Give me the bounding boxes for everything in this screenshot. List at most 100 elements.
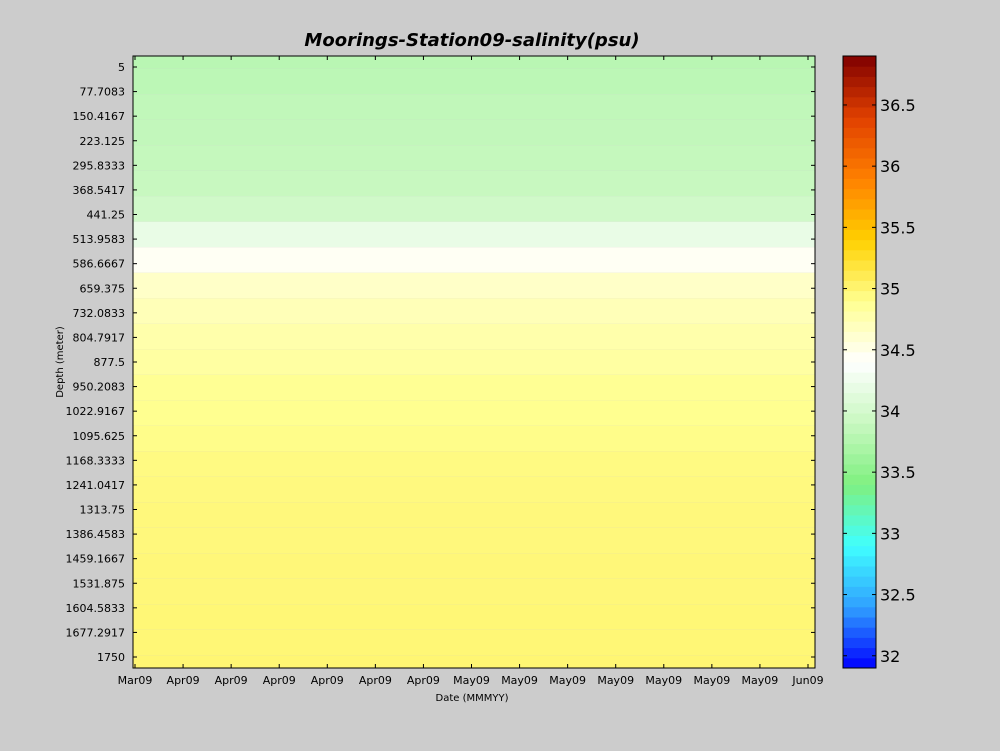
colorbar-step bbox=[843, 382, 876, 394]
colorbar-step bbox=[843, 474, 876, 485]
x-tick-label: May09 bbox=[453, 674, 490, 687]
colorbar-step bbox=[843, 606, 876, 618]
heatmap-row bbox=[133, 196, 815, 222]
colorbar-step bbox=[843, 341, 876, 353]
colorbar-step bbox=[843, 576, 876, 587]
x-tick-label: Apr09 bbox=[311, 674, 344, 687]
colorbar-step bbox=[843, 433, 876, 445]
y-tick-label: 586.6667 bbox=[73, 258, 126, 271]
colorbar-step bbox=[843, 66, 876, 77]
colorbar-step bbox=[843, 392, 876, 404]
colorbar-step bbox=[843, 453, 876, 465]
colorbar-step bbox=[843, 413, 876, 424]
x-tick-label: Apr09 bbox=[407, 674, 440, 687]
colorbar-step bbox=[843, 86, 876, 98]
colorbar-tick-label: 33.5 bbox=[880, 463, 916, 482]
heatmap-row bbox=[133, 68, 815, 95]
y-tick-label: 441.25 bbox=[87, 209, 126, 222]
heatmap-row bbox=[133, 94, 815, 120]
x-tick-label: May09 bbox=[645, 674, 682, 687]
x-tick-label: Mar09 bbox=[118, 674, 153, 687]
heatmap-row bbox=[133, 56, 815, 69]
heatmap-row bbox=[133, 527, 815, 554]
y-tick-label: 659.375 bbox=[80, 282, 126, 295]
colorbar-step bbox=[843, 494, 876, 506]
colorbar-step bbox=[843, 188, 876, 200]
colorbar-step bbox=[843, 117, 876, 128]
chart-title: Moorings-Station09-salinity(psu) bbox=[304, 30, 639, 51]
colorbar-step bbox=[843, 402, 876, 414]
heatmap-row bbox=[133, 349, 815, 375]
colorbar-step bbox=[843, 545, 876, 557]
y-tick-label: 1604.5833 bbox=[66, 602, 126, 615]
colorbar-tick-label: 35.5 bbox=[880, 218, 916, 237]
heatmap-row bbox=[133, 400, 815, 426]
colorbar-step bbox=[843, 311, 876, 322]
colorbar-step bbox=[843, 96, 876, 108]
y-tick-label: 1531.875 bbox=[73, 577, 126, 590]
colorbar-step bbox=[843, 249, 876, 261]
y-tick-label: 150.4167 bbox=[73, 110, 126, 123]
colorbar-step bbox=[843, 300, 876, 312]
heatmap-row bbox=[133, 374, 815, 401]
heatmap-row bbox=[133, 655, 815, 668]
colorbar-step bbox=[843, 127, 876, 139]
colorbar-tick-label: 36.5 bbox=[880, 96, 916, 115]
heatmap-row bbox=[133, 145, 815, 171]
heatmap-row bbox=[133, 425, 815, 452]
heatmap-row bbox=[133, 553, 815, 579]
y-axis-label: Depth (meter) bbox=[55, 326, 66, 398]
colorbar-tick-label: 34.5 bbox=[880, 341, 916, 360]
colorbar-step bbox=[843, 331, 876, 343]
colorbar-step bbox=[843, 290, 876, 302]
heatmap-row bbox=[133, 119, 815, 146]
colorbar-tick-label: 32.5 bbox=[880, 586, 916, 605]
colorbar-step bbox=[843, 627, 876, 638]
y-tick-label: 1168.3333 bbox=[66, 454, 126, 467]
heatmap-row bbox=[133, 578, 815, 605]
colorbar-step bbox=[843, 443, 876, 455]
colorbar-step bbox=[843, 239, 876, 251]
colorbar-tick-label: 36 bbox=[880, 157, 900, 176]
colorbar-step bbox=[843, 280, 876, 292]
colorbar-step bbox=[843, 504, 876, 516]
colorbar-tick-label: 33 bbox=[880, 524, 900, 543]
y-tick-label: 513.9583 bbox=[73, 233, 126, 246]
x-tick-label: May09 bbox=[693, 674, 730, 687]
x-tick-label: May09 bbox=[597, 674, 634, 687]
colorbar-step bbox=[843, 260, 876, 271]
x-tick-label: Apr09 bbox=[359, 674, 392, 687]
x-tick-label: May09 bbox=[501, 674, 538, 687]
colorbar-step bbox=[843, 657, 876, 669]
colorbar-step bbox=[843, 168, 876, 179]
colorbar-frame bbox=[842, 55, 877, 669]
heatmap-row bbox=[133, 298, 815, 324]
colorbar-ticks: 32 32.5 33 33.5 34 34.5 35 35.5 36 36.5 bbox=[843, 96, 916, 666]
colorbar-step bbox=[843, 484, 876, 496]
heatmap-row bbox=[133, 272, 815, 299]
colorbar-tick-label: 34 bbox=[880, 402, 900, 421]
heatmap-row bbox=[133, 221, 815, 248]
colorbar-step bbox=[843, 107, 876, 118]
colorbar bbox=[843, 56, 876, 669]
colorbar-tick-label: 32 bbox=[880, 647, 900, 666]
x-tick-label: Jun09 bbox=[791, 674, 823, 687]
y-tick-label: 77.7083 bbox=[80, 86, 126, 99]
x-tick-label: May09 bbox=[549, 674, 586, 687]
colorbar-step bbox=[843, 555, 876, 567]
y-tick-label: 732.0833 bbox=[73, 307, 126, 320]
heatmap-row bbox=[133, 323, 815, 350]
heatmap-row bbox=[133, 476, 815, 503]
colorbar-step bbox=[843, 351, 876, 363]
colorbar-step bbox=[843, 525, 876, 536]
colorbar-step bbox=[843, 372, 876, 383]
heatmap-row bbox=[133, 170, 815, 197]
colorbar-step bbox=[843, 647, 876, 659]
colorbar-step bbox=[843, 198, 876, 210]
y-tick-label: 1022.9167 bbox=[66, 405, 126, 418]
x-tick-label: Apr09 bbox=[263, 674, 296, 687]
colorbar-step bbox=[843, 56, 876, 67]
y-tick-label: 877.5 bbox=[94, 356, 126, 369]
y-tick-label: 1241.0417 bbox=[66, 479, 126, 492]
colorbar-step bbox=[843, 535, 876, 547]
